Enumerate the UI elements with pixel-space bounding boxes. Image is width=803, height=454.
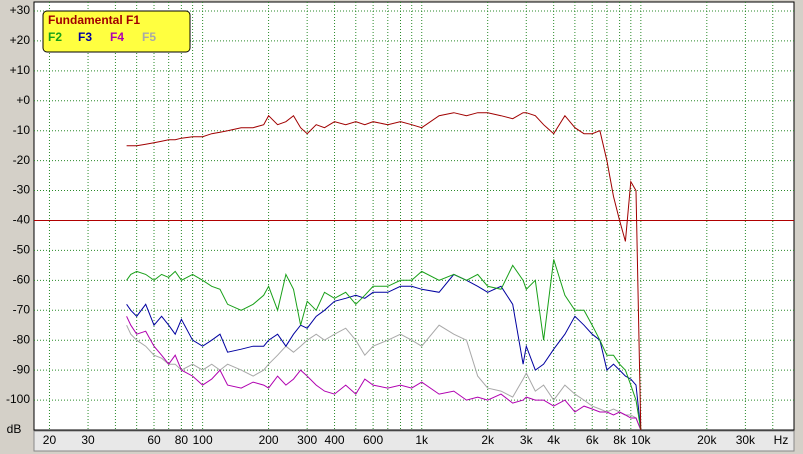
series-line: [126, 112, 642, 431]
x-tick-label: 100: [193, 433, 213, 447]
x-tick-label: 400: [325, 433, 345, 447]
y-tick-label: +30: [10, 3, 31, 17]
series-line: [126, 273, 642, 431]
y-tick-label: -90: [13, 362, 31, 376]
y-tick-label: +10: [10, 63, 31, 77]
x-tick-label: 20k: [697, 433, 717, 447]
x-tick-label: 20: [43, 433, 57, 447]
x-tick-label: 30k: [736, 433, 756, 447]
x-tick-label: 600: [363, 433, 383, 447]
x-tick-label: 3k: [520, 433, 534, 447]
y-tick-label: -10: [13, 123, 31, 137]
legend-entry: F4: [110, 30, 124, 44]
series-line: [126, 259, 642, 431]
x-axis-band: [33, 430, 795, 452]
x-tick-label: 4k: [547, 433, 561, 447]
legend: Fundamental F1 F2 F3 F4 F5: [42, 10, 191, 53]
y-tick-label: -60: [13, 273, 31, 287]
y-tick-label: +0: [16, 93, 30, 107]
x-tick-label: 2k: [481, 433, 495, 447]
y-tick-label: -100: [6, 392, 30, 406]
x-tick-label: 60: [147, 433, 161, 447]
legend-box: [42, 10, 191, 53]
x-tick-label: 10k: [631, 433, 651, 447]
y-unit: dB: [7, 422, 22, 436]
y-tick-label: -40: [13, 213, 31, 227]
y-tick-label: -20: [13, 153, 31, 167]
x-tick-label: 300: [297, 433, 317, 447]
y-tick-label: -70: [13, 302, 31, 316]
series-line: [126, 316, 642, 431]
series-line: [126, 324, 642, 431]
y-tick-label: -80: [13, 332, 31, 346]
y-tick-label: -30: [13, 183, 31, 197]
legend-entry: Fundamental F1: [48, 13, 140, 27]
y-tick-label: -50: [13, 243, 31, 257]
x-tick-label: 80: [175, 433, 189, 447]
x-tick-label: 30: [81, 433, 95, 447]
y-tick-label: +20: [10, 33, 31, 47]
plot-area: [33, 1, 795, 431]
x-unit: Hz: [774, 433, 789, 447]
x-tick-label: 1k: [415, 433, 429, 447]
x-tick-label: 200: [259, 433, 279, 447]
legend-entry: F5: [142, 30, 156, 44]
x-tick-label: 8k: [613, 433, 627, 447]
x-tick-label: 6k: [586, 433, 600, 447]
legend-entry: F3: [78, 30, 92, 44]
legend-entry: F2: [48, 30, 62, 44]
